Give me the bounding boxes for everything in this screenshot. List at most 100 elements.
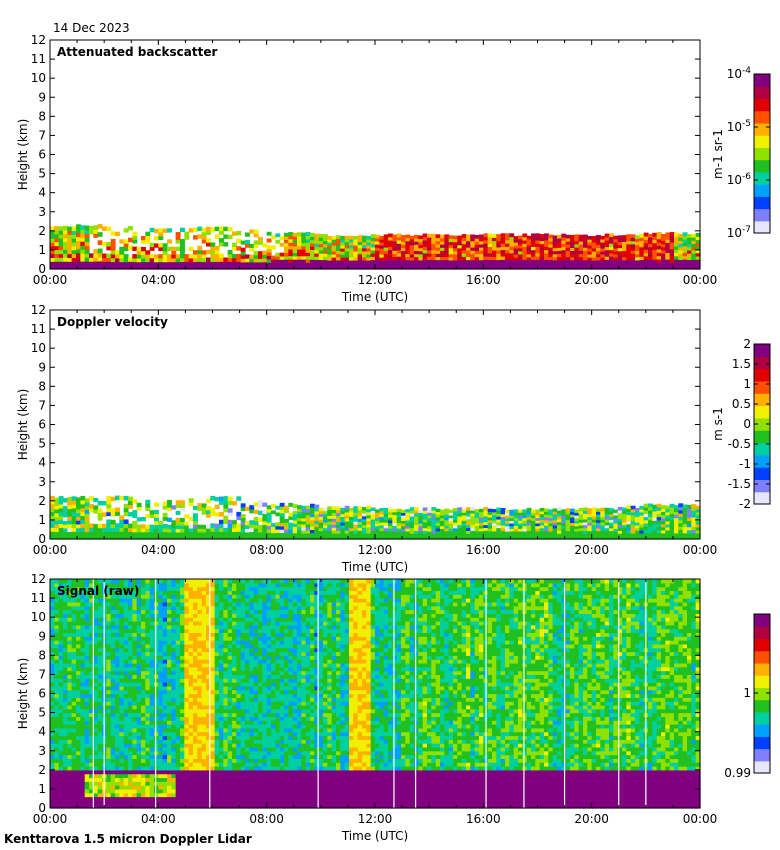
heatmap-cells xyxy=(50,579,701,809)
x-tick-label: 12:00 xyxy=(358,543,393,557)
colorbar-tick-label: 10-4 xyxy=(727,66,752,81)
x-tick-label: 04:00 xyxy=(141,812,176,826)
x-tick-label: 08:00 xyxy=(249,543,284,557)
y-tick-label: 4 xyxy=(38,456,46,470)
y-tick-label: 8 xyxy=(38,109,46,123)
x-axis: 00:00 04:00 08:00 12:00 16:00 20:00 00:00 xyxy=(33,579,718,826)
y-tick-label: 9 xyxy=(38,90,46,104)
y-tick-label: 2 xyxy=(38,224,46,238)
y-tick-label: 0 xyxy=(38,262,46,276)
x-tick-label: 08:00 xyxy=(249,273,284,287)
y-tick-label: 12 xyxy=(31,572,46,586)
colorbar-tick-label: 10-7 xyxy=(727,225,751,240)
colorbar-tick-label: -1.5 xyxy=(728,477,751,491)
colorbar-tick-label: 0.99 xyxy=(724,766,751,780)
x-tick-label: 00:00 xyxy=(683,543,718,557)
y-tick-label: 8 xyxy=(38,648,46,662)
heatmap-cells xyxy=(50,495,701,540)
x-tick-label: 04:00 xyxy=(141,543,176,557)
y-tick-label: 6 xyxy=(38,148,46,162)
colorbar-tick-label: 0 xyxy=(743,417,751,431)
colorbar-tick-label: 2 xyxy=(743,337,751,351)
colorbar-tick-label: 1 xyxy=(743,686,751,700)
y-tick-label: 1 xyxy=(38,782,46,796)
y-axis-label: Height (km) xyxy=(16,658,30,729)
y-tick-label: 0 xyxy=(38,532,46,546)
y-tick-label: 0 xyxy=(38,801,46,815)
date-label: 14 Dec 2023 xyxy=(53,21,130,35)
y-tick-label: 5 xyxy=(38,706,46,720)
y-tick-label: 9 xyxy=(38,360,46,374)
colorbar-tick-label: 10-6 xyxy=(727,172,752,187)
y-tick-label: 10 xyxy=(31,71,46,85)
x-tick-label: 00:00 xyxy=(683,273,718,287)
x-tick-label: 00:00 xyxy=(33,812,68,826)
x-tick-label: 12:00 xyxy=(358,273,393,287)
y-tick-label: 10 xyxy=(31,610,46,624)
y-tick-label: 2 xyxy=(38,494,46,508)
y-axis-label: Height (km) xyxy=(16,389,30,460)
x-axis: 00:00 04:00 08:00 12:00 16:00 20:00 00:00 xyxy=(33,40,718,287)
y-tick-label: 9 xyxy=(38,629,46,643)
x-tick-label: 20:00 xyxy=(574,273,609,287)
plot-area xyxy=(50,310,700,539)
y-tick-label: 3 xyxy=(38,475,46,489)
colorbar-tick-label: 1 xyxy=(743,377,751,391)
heatmap-cells xyxy=(50,223,701,270)
colorbar-2: 10.99 xyxy=(724,613,771,780)
x-axis-label: Time (UTC) xyxy=(341,560,408,574)
y-tick-label: 7 xyxy=(38,128,46,142)
x-tick-label: 08:00 xyxy=(249,812,284,826)
x-tick-label: 16:00 xyxy=(466,543,501,557)
x-tick-label: 20:00 xyxy=(574,543,609,557)
colorbar-1: 2 1.5 1 0.5 0 -0.5 -1 -1.5 -2 m s-1 xyxy=(711,337,771,511)
y-tick-label: 2 xyxy=(38,763,46,777)
colorbar-unit: m s-1 xyxy=(711,407,725,441)
panel-title: Doppler velocity xyxy=(57,315,168,329)
x-tick-label: 00:00 xyxy=(33,543,68,557)
x-tick-label: 16:00 xyxy=(466,273,501,287)
y-tick-label: 7 xyxy=(38,667,46,681)
x-tick-label: 16:00 xyxy=(466,812,501,826)
x-tick-label: 00:00 xyxy=(683,812,718,826)
colorbar-unit: m-1 sr-1 xyxy=(711,129,725,179)
y-tick-label: 3 xyxy=(38,744,46,758)
colorbar-tick-label: -1 xyxy=(739,457,751,471)
x-axis-label: Time (UTC) xyxy=(341,290,408,304)
colorbar-tick-label: 1.5 xyxy=(732,357,751,371)
x-tick-label: 12:00 xyxy=(358,812,393,826)
y-tick-label: 12 xyxy=(31,303,46,317)
y-tick-label: 5 xyxy=(38,167,46,181)
colorbar-tick-label: 10-5 xyxy=(727,119,751,134)
y-tick-label: 1 xyxy=(38,513,46,527)
colorbar-tick-label: -0.5 xyxy=(728,437,751,451)
y-tick-label: 11 xyxy=(31,591,46,605)
y-tick-label: 7 xyxy=(38,398,46,412)
x-axis-label: Time (UTC) xyxy=(341,829,408,843)
y-tick-label: 11 xyxy=(31,52,46,66)
colorbar-tick-label: -2 xyxy=(739,497,751,511)
y-tick-label: 5 xyxy=(38,437,46,451)
colorbar-tick-label: 0.5 xyxy=(732,397,751,411)
y-tick-label: 11 xyxy=(31,322,46,336)
y-tick-label: 8 xyxy=(38,379,46,393)
y-tick-label: 4 xyxy=(38,186,46,200)
y-tick-label: 4 xyxy=(38,725,46,739)
y-tick-label: 1 xyxy=(38,243,46,257)
y-tick-label: 10 xyxy=(31,341,46,355)
panel-title: Attenuated backscatter xyxy=(57,45,217,59)
x-axis: 00:00 04:00 08:00 12:00 16:00 20:00 00:00 xyxy=(33,310,718,557)
x-tick-label: 04:00 xyxy=(141,273,176,287)
y-axis-label: Height (km) xyxy=(16,119,30,190)
colorbar-0: 10-4 10-5 10-6 10-7 m-1 sr-1 xyxy=(711,66,771,240)
y-tick-label: 6 xyxy=(38,687,46,701)
y-tick-label: 3 xyxy=(38,205,46,219)
x-tick-label: 00:00 xyxy=(33,273,68,287)
